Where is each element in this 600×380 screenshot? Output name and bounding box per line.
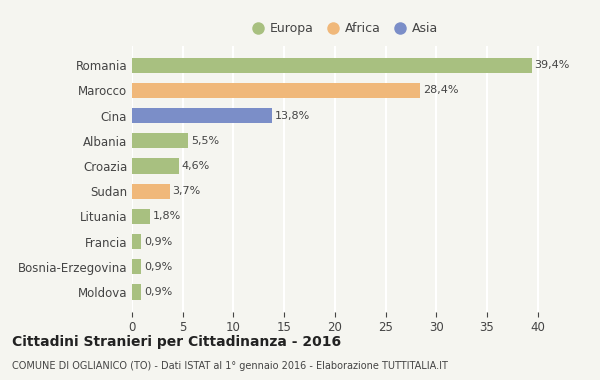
Legend: Europa, Africa, Asia: Europa, Africa, Asia [247,17,443,40]
Text: 0,9%: 0,9% [144,237,172,247]
Text: COMUNE DI OGLIANICO (TO) - Dati ISTAT al 1° gennaio 2016 - Elaborazione TUTTITAL: COMUNE DI OGLIANICO (TO) - Dati ISTAT al… [12,361,448,370]
Text: 0,9%: 0,9% [144,262,172,272]
Text: 4,6%: 4,6% [182,161,210,171]
Bar [132,158,179,174]
Bar [132,108,272,123]
Bar [132,184,170,199]
Bar [132,58,532,73]
Text: 28,4%: 28,4% [423,86,458,95]
Text: 1,8%: 1,8% [154,211,182,222]
Bar [132,259,141,274]
Text: 0,9%: 0,9% [144,287,172,297]
Text: Cittadini Stranieri per Cittadinanza - 2016: Cittadini Stranieri per Cittadinanza - 2… [12,335,341,349]
Text: 3,7%: 3,7% [173,186,201,196]
Text: 5,5%: 5,5% [191,136,219,146]
Bar [132,234,141,249]
Bar [132,133,188,148]
Bar [132,284,141,299]
Text: 39,4%: 39,4% [535,60,570,70]
Text: 13,8%: 13,8% [275,111,310,120]
Bar [132,83,420,98]
Bar [132,209,150,224]
